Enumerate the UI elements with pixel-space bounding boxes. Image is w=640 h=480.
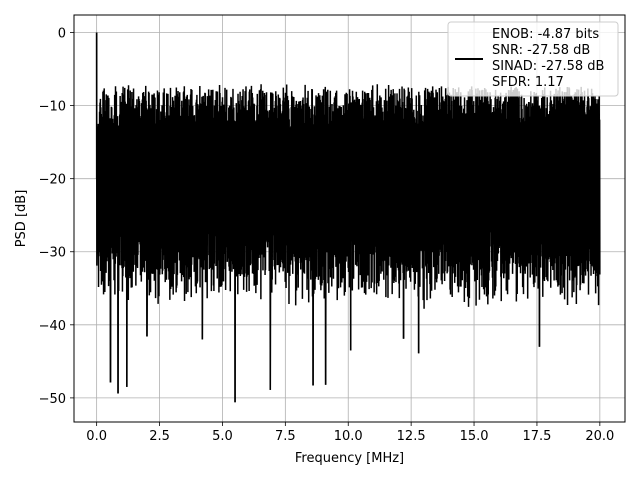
- y-tick-label: −40: [39, 319, 66, 334]
- legend-entry-sinad: SINAD: -27.58 dB: [492, 59, 604, 74]
- legend-entry-sfdr: SFDR: 1.17: [492, 75, 564, 90]
- x-axis-label: Frequency [MHz]: [295, 451, 404, 466]
- y-axis-label: PSD [dB]: [14, 190, 29, 248]
- legend: ENOB: -4.87 bits SNR: -27.58 dB SINAD: -…: [447, 21, 619, 97]
- x-tick-label: 7.5: [275, 429, 296, 444]
- x-tick-label: 15.0: [460, 429, 489, 444]
- x-tick-label: 12.5: [397, 429, 426, 444]
- x-tick-label: 2.5: [149, 429, 170, 444]
- x-tick-label: 5.0: [212, 429, 233, 444]
- y-tick-label: −30: [39, 246, 66, 261]
- x-tick-label: 0.0: [86, 429, 107, 444]
- y-tick-label: −20: [39, 173, 66, 188]
- legend-box: [447, 21, 619, 97]
- psd-series-line: [95, 32, 601, 403]
- axis-ticks: 0.0 2.5 5.0 7.5 10.0 12.5 15.0 17.5 20.0 0 −10 −20 −…: [39, 27, 615, 444]
- plot-frame: [73, 14, 626, 423]
- y-tick-label: −50: [39, 392, 66, 407]
- y-tick-label: 0: [58, 27, 66, 42]
- legend-entry-snr: SNR: -27.58 dB: [492, 43, 590, 58]
- x-tick-label: 17.5: [522, 429, 551, 444]
- legend-entry-enob: ENOB: -4.87 bits: [492, 27, 599, 42]
- y-tick-label: −10: [39, 100, 66, 115]
- x-tick-label: 20.0: [585, 429, 614, 444]
- series-group: [95, 32, 601, 403]
- x-tick-label: 10.0: [334, 429, 363, 444]
